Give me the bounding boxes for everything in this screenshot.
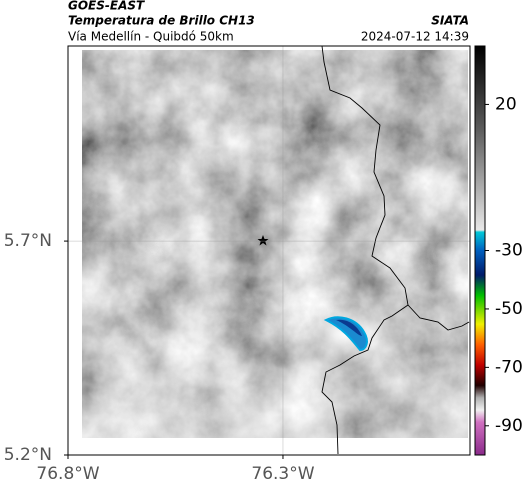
header-timestamp: 2024-07-12 14:39 [361,30,469,44]
border-line [407,304,470,331]
colorbar-tick-label: -30 [495,241,523,261]
colorbar-ticks: 20 -30 -50 -70 -90 [485,94,523,436]
y-tick-label: 5.2°N [4,445,52,465]
border-line [321,45,409,455]
header-title: GOES-EAST [68,0,145,13]
colorbar-tick-label: 20 [495,94,517,114]
y-tick-label: 5.7°N [4,231,52,251]
x-tick-label: 76.3°W [251,464,314,484]
header-source: SIATA [431,14,469,28]
cold-cloud-core [323,316,368,352]
header-subtitle: Temperatura de Brillo CH13 [68,14,255,28]
cold-cloud-halo [307,305,383,365]
colorbar-tick-label: -70 [495,357,523,377]
cloud-lightening [82,50,468,438]
x-tick-label: 76.8°W [36,464,99,484]
header-location: Vía Medellín - Quibdó 50km [68,30,234,44]
location-marker [257,235,269,246]
colorbar-tick-label: -90 [495,416,523,436]
colorbar [474,45,486,456]
colorbar-tick-label: -50 [495,299,523,319]
map-frame [67,45,471,456]
cold-cloud-center [336,319,362,336]
